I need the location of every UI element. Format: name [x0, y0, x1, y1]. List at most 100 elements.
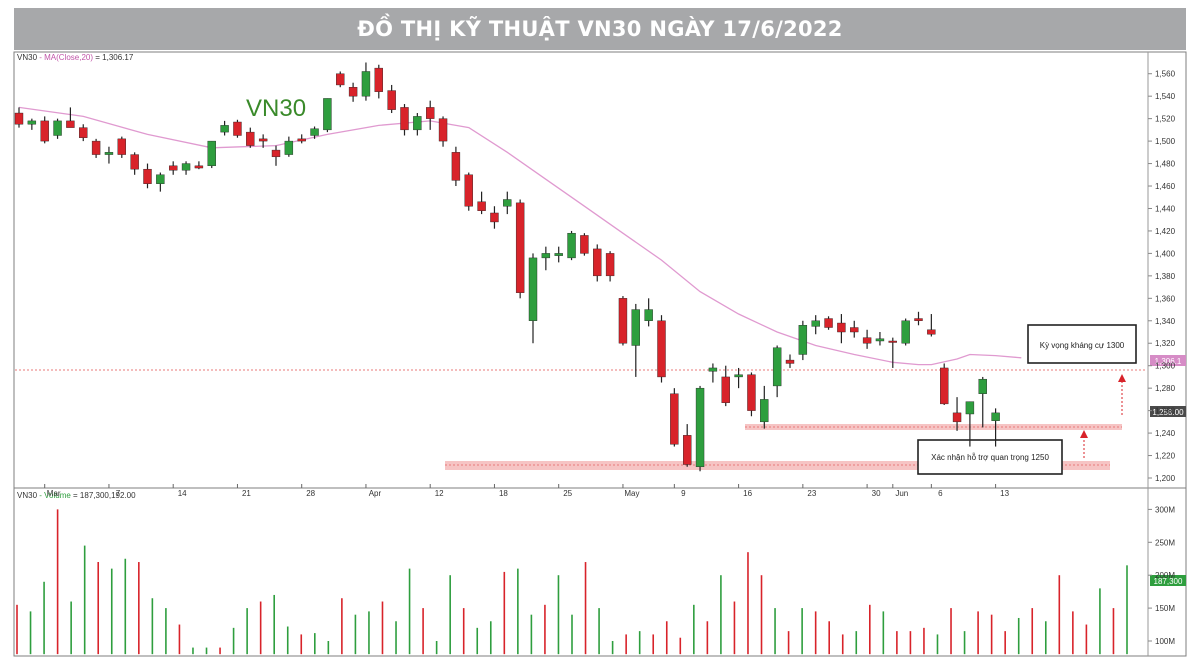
x-tick-label: 25: [563, 489, 572, 498]
candle: [310, 126, 319, 139]
candle: [952, 397, 962, 431]
candle-body: [798, 325, 808, 355]
date-x-axis: Mar 7 14 21 28 Apr 12 18 25 May 9 16 23 30 Jun 6 13: [44, 484, 1010, 498]
candle: [336, 71, 345, 88]
candle-body: [438, 118, 448, 142]
x-tick-label: 30: [872, 489, 881, 498]
support-arrowhead: [1080, 430, 1088, 438]
candle-body: [991, 412, 1000, 421]
candle: [438, 116, 448, 147]
candle: [297, 134, 306, 144]
candle: [271, 145, 281, 166]
x-tick-label: 21: [242, 489, 251, 498]
candle-body: [79, 127, 88, 138]
candle: [837, 314, 846, 344]
candle-body: [451, 152, 461, 181]
candle: [374, 64, 383, 99]
candle-body: [284, 140, 294, 155]
candle: [233, 119, 242, 138]
last-volume-badge: [1150, 575, 1186, 586]
ma20-line: [18, 106, 1022, 366]
candle: [426, 100, 435, 130]
candle: [66, 107, 75, 128]
candle-body: [760, 399, 769, 423]
candle: [503, 191, 512, 215]
volume-header-vol: - Volume: [37, 491, 71, 500]
candle-body: [747, 374, 756, 411]
candle-body: [104, 152, 114, 155]
candle-body: [53, 120, 62, 136]
price-y-axis: 1,200 1,220 1,240 1,260 1,280 1,300 1,320 1,340…: [1148, 70, 1176, 483]
y-tick-label: 1,540: [1155, 92, 1176, 101]
candle: [850, 320, 859, 338]
resistance-arrowhead: [1118, 374, 1126, 382]
candle-body: [130, 154, 139, 170]
candle: [40, 116, 49, 144]
candle: [554, 246, 563, 263]
chart-title-banner: ĐỒ THỊ KỸ THUẬT VN30 NGÀY 17/6/2022: [14, 8, 1186, 50]
candle-body: [952, 412, 962, 423]
x-tick-label: 6: [938, 489, 943, 498]
volume-tick-label: 300M: [1155, 505, 1175, 514]
x-tick-label: 23: [807, 489, 816, 498]
x-tick-label: 28: [306, 489, 315, 498]
candle-body: [708, 367, 718, 372]
y-tick-label: 1,200: [1155, 474, 1176, 483]
candle: [657, 315, 666, 383]
candle: [721, 365, 730, 407]
candle: [207, 140, 216, 169]
candle: [965, 401, 975, 447]
candle-body: [567, 232, 576, 259]
candle: [862, 329, 872, 349]
candle: [618, 296, 628, 346]
y-tick-label: 1,220: [1155, 452, 1176, 461]
support-note-box: [917, 439, 1063, 475]
x-tick-label: 9: [681, 489, 686, 498]
candle-body: [837, 322, 846, 333]
candle: [580, 233, 589, 256]
candle: [991, 408, 1000, 447]
candle-body: [323, 98, 332, 131]
candle-body: [850, 327, 859, 333]
volume-header: VN30 - Volume = 187,300,192.00: [17, 491, 136, 500]
last-price-badge: [1150, 406, 1186, 417]
candle-body: [862, 337, 872, 344]
candle-body: [914, 318, 923, 321]
y-tick-label: 1,380: [1155, 272, 1176, 281]
candle-body: [721, 376, 730, 403]
candle: [464, 172, 473, 211]
x-tick-label: Jun: [895, 489, 908, 498]
candle-body: [91, 140, 101, 155]
candle: [888, 337, 897, 368]
y-tick-label: 1,320: [1155, 339, 1176, 348]
candle-body: [426, 107, 435, 119]
volume-y-axis: 100M 150M 200M 250M 300M: [1148, 505, 1175, 646]
candle-body: [580, 235, 589, 254]
x-tick-label: 14: [178, 489, 187, 498]
candle: [901, 318, 910, 346]
candle-body: [14, 112, 24, 125]
candle: [760, 385, 769, 429]
candles: [14, 62, 1000, 472]
candle: [695, 385, 705, 472]
volume-tick-label: 100M: [1155, 637, 1175, 646]
candle-body: [734, 374, 743, 378]
volume-bars: [16, 509, 1128, 655]
ma-value-badge-text: 1,306.1: [1155, 357, 1182, 366]
candle: [631, 303, 640, 377]
candle: [798, 320, 808, 361]
candle-body: [490, 212, 499, 223]
candle-body: [888, 340, 897, 343]
x-tick-label: Mar: [47, 489, 61, 498]
candle-body: [503, 199, 512, 207]
y-tick-label: 1,340: [1155, 317, 1176, 326]
y-tick-label: 1,480: [1155, 160, 1176, 169]
vn30-big-label: VN30: [246, 95, 306, 122]
candle: [284, 136, 294, 157]
candle: [79, 124, 88, 142]
candle-body: [927, 329, 936, 335]
y-tick-label: 1,360: [1155, 294, 1176, 303]
candle-body: [875, 338, 885, 342]
candle: [168, 161, 178, 175]
x-tick-label: Apr: [369, 489, 382, 498]
